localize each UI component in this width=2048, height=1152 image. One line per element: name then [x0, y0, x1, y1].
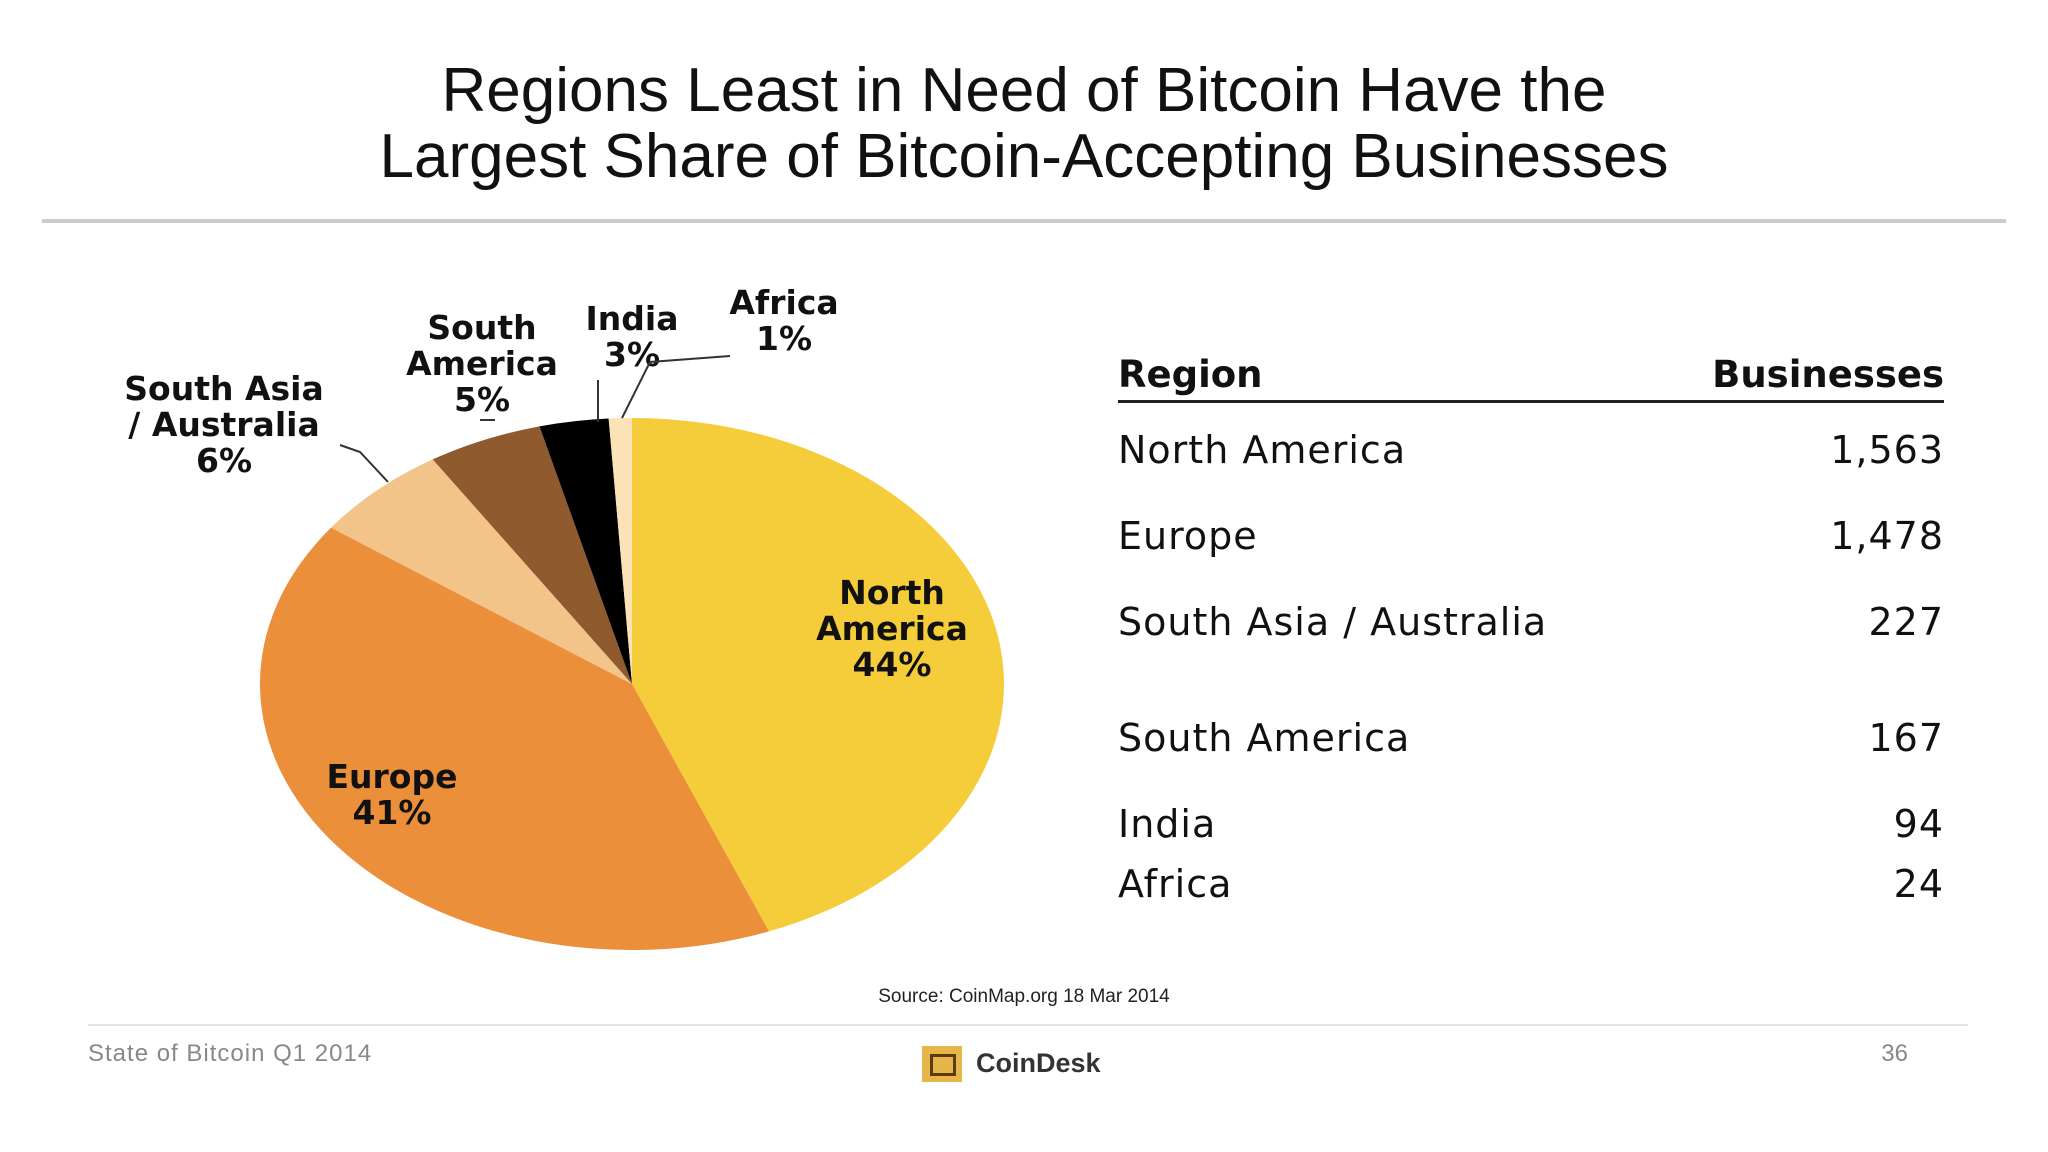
source-note: Source: CoinMap.org 18 Mar 2014: [878, 986, 1170, 1007]
leader-line: [621, 355, 731, 419]
table-row: India 94: [1118, 802, 1944, 852]
pie-slices: [259, 418, 1005, 951]
column-header-region: Region: [1118, 353, 1263, 396]
pie-slice-north-america: [632, 418, 1005, 932]
pie-label-north-america: North America 44%: [816, 573, 968, 684]
pie-slice-south-asia-australia: [331, 459, 632, 684]
table-header: Region Businesses: [1118, 350, 1944, 403]
footer-divider: [88, 1024, 1968, 1026]
pie-label-africa: Africa 1%: [729, 283, 838, 358]
row-businesses: 1,563: [1830, 428, 1944, 472]
footer-deck-title: State of Bitcoin Q1 2014: [88, 1040, 373, 1067]
leader-line: [339, 444, 389, 483]
pie-slice-europe: [259, 527, 769, 951]
title-divider: [42, 219, 2006, 223]
title-line-2: Largest Share of Bitcoin-Accepting Busin…: [379, 122, 1669, 191]
row-businesses: 227: [1868, 600, 1944, 644]
table-row: Europe 1,478: [1118, 514, 1944, 564]
pie-label-south-asia-australia: South Asia / Australia 6%: [124, 369, 323, 480]
row-region: South America: [1118, 716, 1411, 760]
table-row: South Asia / Australia 227: [1118, 600, 1944, 650]
page-number: 36: [1881, 1040, 1908, 1067]
row-region: South Asia / Australia: [1118, 600, 1548, 644]
table-row: South America 167: [1118, 716, 1944, 766]
row-businesses: 167: [1868, 716, 1944, 760]
table-row: North America 1,563: [1118, 428, 1944, 478]
pie-label-south-america: South America 5%: [406, 308, 558, 419]
column-header-businesses: Businesses: [1712, 353, 1944, 396]
table-row: Africa 24: [1118, 862, 1944, 912]
row-region: India: [1118, 802, 1217, 846]
row-businesses: 94: [1893, 802, 1944, 846]
pie-slice-india: [539, 418, 632, 684]
pie-slice-africa: [608, 418, 632, 684]
coindesk-logo-text: CoinDesk: [976, 1048, 1101, 1078]
coindesk-logo-icon: [922, 1046, 962, 1082]
row-region: North America: [1118, 428, 1407, 472]
row-region: Africa: [1118, 862, 1233, 906]
row-businesses: 1,478: [1830, 514, 1944, 558]
row-region: Europe: [1118, 514, 1258, 558]
row-businesses: 24: [1893, 862, 1944, 906]
pie-label-india: India 3%: [586, 299, 679, 374]
title-line-1: Regions Least in Need of Bitcoin Have th…: [441, 56, 1607, 125]
pie-slice-south-america: [432, 426, 632, 684]
pie-label-europe: Europe 41%: [327, 757, 458, 832]
page-title: Regions Least in Need of Bitcoin Have th…: [0, 58, 2048, 190]
